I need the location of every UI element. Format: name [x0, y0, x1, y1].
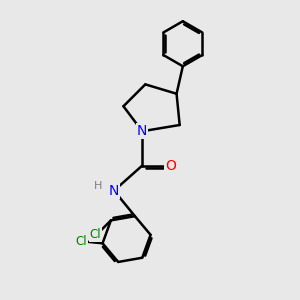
Text: O: O	[165, 159, 176, 172]
Text: H: H	[94, 181, 103, 191]
Text: Cl: Cl	[75, 235, 87, 248]
Text: Cl: Cl	[90, 228, 101, 241]
Text: N: N	[137, 124, 147, 138]
Text: N: N	[109, 184, 119, 198]
